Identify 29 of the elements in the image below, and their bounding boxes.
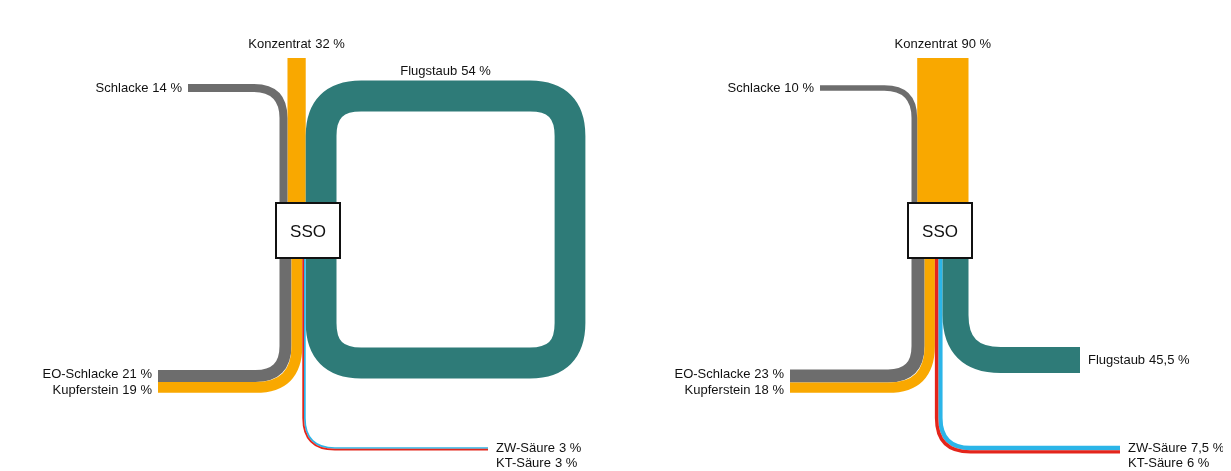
data-label: 3 % [559, 440, 582, 455]
data-label: 7,5 % [1191, 440, 1225, 455]
category-label: Schlacke [95, 80, 149, 95]
category-label: KT-Säure [1128, 455, 1183, 470]
category-label: ZW-Säure [496, 440, 555, 455]
data-label: 23 % [754, 366, 785, 381]
data-label: 3 % [554, 455, 578, 470]
data-label: 54 % [461, 62, 492, 78]
category-label: Konzentrat [894, 36, 958, 51]
data-label: 19 % [122, 382, 153, 397]
data-label: 45,5 % [1149, 352, 1190, 367]
category-label: Kupferstein [684, 382, 751, 397]
data-label: 6 % [1186, 455, 1210, 470]
category-label: EO-Schlacke [42, 366, 119, 381]
data-label: 18 % [754, 382, 785, 397]
data-label: 10 % [784, 80, 815, 95]
category-label: Schlacke [727, 80, 781, 95]
category-label: Konzentrat [248, 36, 312, 51]
data-label: 32 % [315, 36, 346, 51]
data-label: 90 % [961, 36, 992, 51]
data-label: 21 % [122, 366, 153, 381]
category-label: Flugstaub [400, 62, 458, 78]
category-label: ZW-Säure [1128, 440, 1187, 455]
text: SSO [922, 221, 958, 241]
category-label: KT-Säure [496, 455, 551, 470]
category-label: Kupferstein [52, 382, 119, 397]
text: SSO [290, 221, 326, 241]
category-label: EO-Schlacke [674, 366, 751, 381]
data-label: 14 % [152, 80, 183, 95]
